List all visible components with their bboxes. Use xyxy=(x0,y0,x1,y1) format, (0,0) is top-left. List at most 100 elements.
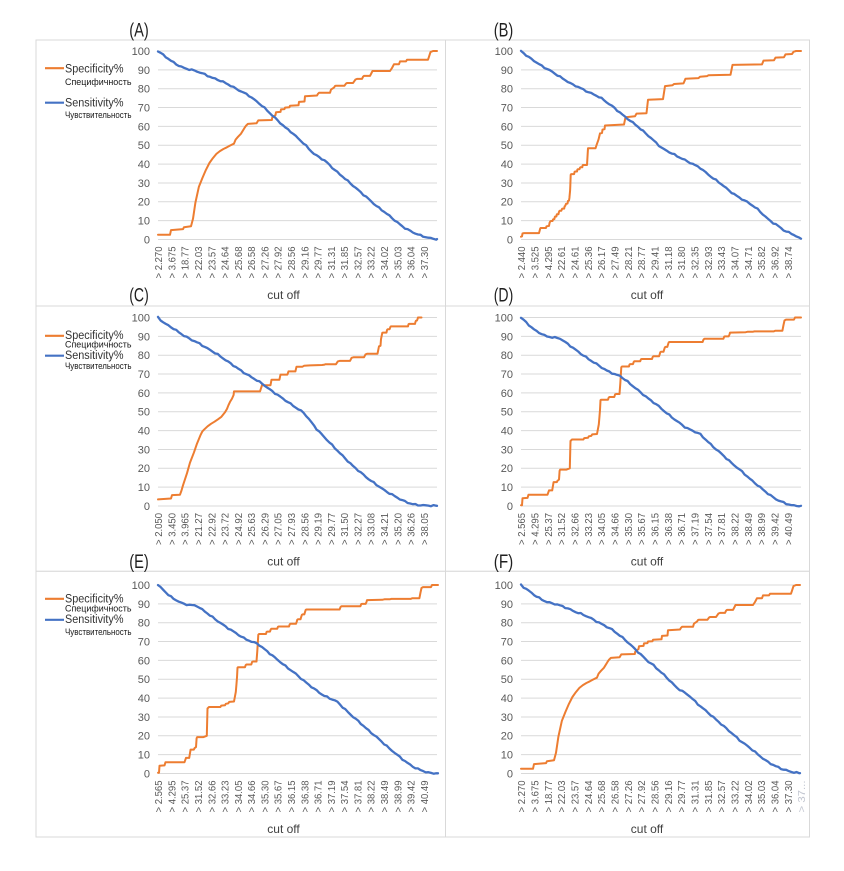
svg-text:> 37...: > 37... xyxy=(797,781,808,813)
svg-text:> 36.38: > 36.38 xyxy=(300,780,311,812)
svg-text:> 37.30: > 37.30 xyxy=(784,780,795,812)
svg-text:> 31.52: > 31.52 xyxy=(557,513,568,545)
svg-text:> 32.66: > 32.66 xyxy=(207,780,218,812)
svg-text:> 33.22: > 33.22 xyxy=(731,780,742,812)
svg-text:100: 100 xyxy=(132,312,150,324)
svg-text:> 31.52: > 31.52 xyxy=(194,780,205,812)
svg-text:20: 20 xyxy=(501,197,513,209)
svg-text:> 32.93: > 32.93 xyxy=(704,246,715,278)
svg-text:0: 0 xyxy=(507,768,513,780)
svg-text:> 38.99: > 38.99 xyxy=(393,780,404,812)
svg-text:cut off: cut off xyxy=(631,822,664,836)
svg-text:70: 70 xyxy=(501,102,513,114)
svg-text:cut off: cut off xyxy=(267,555,300,569)
svg-text:> 3.675: > 3.675 xyxy=(531,780,542,812)
svg-text:0: 0 xyxy=(144,768,150,780)
svg-text:> 34.02: > 34.02 xyxy=(380,246,391,278)
svg-text:50: 50 xyxy=(138,140,150,152)
svg-text:> 36.04: > 36.04 xyxy=(771,780,782,812)
svg-text:> 33.08: > 33.08 xyxy=(367,513,378,545)
svg-text:> 29.77: > 29.77 xyxy=(314,246,325,278)
svg-text:> 35.03: > 35.03 xyxy=(393,246,404,278)
svg-text:> 23.72: > 23.72 xyxy=(221,513,232,545)
svg-text:> 38.05: > 38.05 xyxy=(420,513,431,545)
svg-text:> 38.49: > 38.49 xyxy=(380,780,391,812)
svg-text:> 24.64: > 24.64 xyxy=(221,246,232,278)
svg-text:80: 80 xyxy=(501,618,513,630)
svg-text:> 26.17: > 26.17 xyxy=(597,246,608,278)
svg-text:20: 20 xyxy=(501,463,513,475)
svg-text:90: 90 xyxy=(501,331,513,343)
svg-text:50: 50 xyxy=(138,674,150,686)
svg-text:80: 80 xyxy=(138,84,150,96)
svg-text:(B): (B) xyxy=(494,21,514,42)
svg-text:> 35.67: > 35.67 xyxy=(637,513,648,545)
svg-text:100: 100 xyxy=(132,580,150,592)
svg-text:> 26.58: > 26.58 xyxy=(611,780,622,812)
svg-text:> 37.54: > 37.54 xyxy=(340,780,351,812)
svg-text:> 4.295: > 4.295 xyxy=(544,246,555,278)
svg-text:> 23.57: > 23.57 xyxy=(571,780,582,812)
svg-text:> 21.27: > 21.27 xyxy=(194,513,205,545)
svg-text:> 4.295: > 4.295 xyxy=(531,513,542,545)
svg-text:70: 70 xyxy=(138,102,150,114)
svg-text:> 37.54: > 37.54 xyxy=(704,513,715,545)
svg-text:> 34.66: > 34.66 xyxy=(247,780,258,812)
svg-text:> 36.04: > 36.04 xyxy=(407,246,418,278)
svg-text:> 35.82: > 35.82 xyxy=(757,246,768,278)
svg-text:> 26.58: > 26.58 xyxy=(247,246,258,278)
svg-text:> 36.92: > 36.92 xyxy=(771,246,782,278)
svg-text:> 32.35: > 32.35 xyxy=(691,246,702,278)
svg-text:60: 60 xyxy=(501,121,513,133)
svg-text:Специфичность: Специфичность xyxy=(65,604,132,615)
svg-text:Sensitivity%: Sensitivity% xyxy=(65,350,124,362)
svg-text:90: 90 xyxy=(501,599,513,611)
svg-text:> 35.30: > 35.30 xyxy=(624,513,635,545)
svg-text:cut off: cut off xyxy=(631,288,664,302)
svg-text:> 35.03: > 35.03 xyxy=(757,780,768,812)
svg-text:cut off: cut off xyxy=(631,555,664,569)
svg-text:(F): (F) xyxy=(494,552,514,573)
svg-text:Чувствительность: Чувствительность xyxy=(65,110,132,121)
svg-text:30: 30 xyxy=(138,712,150,724)
svg-text:> 31.50: > 31.50 xyxy=(340,513,351,545)
svg-text:0: 0 xyxy=(144,501,150,513)
svg-text:80: 80 xyxy=(138,618,150,630)
svg-text:> 32.27: > 32.27 xyxy=(353,513,364,545)
svg-text:> 23.57: > 23.57 xyxy=(207,246,218,278)
svg-text:> 37.19: > 37.19 xyxy=(691,513,702,545)
svg-text:> 34.71: > 34.71 xyxy=(744,246,755,278)
svg-text:> 39.42: > 39.42 xyxy=(771,513,782,545)
svg-text:> 2.440: > 2.440 xyxy=(517,246,528,278)
svg-text:> 38.22: > 38.22 xyxy=(731,513,742,545)
svg-text:0: 0 xyxy=(144,234,150,246)
svg-text:> 28.56: > 28.56 xyxy=(651,780,662,812)
svg-text:> 25.36: > 25.36 xyxy=(584,246,595,278)
svg-text:> 3.675: > 3.675 xyxy=(167,246,178,278)
svg-text:70: 70 xyxy=(501,369,513,381)
svg-text:> 34.21: > 34.21 xyxy=(380,513,391,545)
svg-text:Sensitivity%: Sensitivity% xyxy=(65,614,124,626)
svg-text:> 33.23: > 33.23 xyxy=(221,780,232,812)
svg-text:> 32.57: > 32.57 xyxy=(353,246,364,278)
svg-text:> 24.64: > 24.64 xyxy=(584,780,595,812)
svg-text:> 35.30: > 35.30 xyxy=(260,780,271,812)
svg-text:> 18.77: > 18.77 xyxy=(544,780,555,812)
svg-text:> 35.20: > 35.20 xyxy=(393,513,404,545)
svg-text:10: 10 xyxy=(138,482,150,494)
svg-text:30: 30 xyxy=(501,712,513,724)
svg-text:40: 40 xyxy=(501,426,513,438)
svg-text:> 38.74: > 38.74 xyxy=(784,246,795,278)
svg-text:30: 30 xyxy=(501,444,513,456)
svg-text:(E): (E) xyxy=(129,552,149,573)
svg-text:> 33.22: > 33.22 xyxy=(367,246,378,278)
svg-text:50: 50 xyxy=(501,407,513,419)
svg-text:> 24.61: > 24.61 xyxy=(571,246,582,278)
svg-text:> 2.270: > 2.270 xyxy=(154,246,165,278)
svg-text:> 36.26: > 36.26 xyxy=(407,513,418,545)
svg-text:> 3.965: > 3.965 xyxy=(181,513,192,545)
svg-text:cut off: cut off xyxy=(267,822,300,836)
svg-text:> 22.03: > 22.03 xyxy=(557,780,568,812)
svg-text:> 36.15: > 36.15 xyxy=(287,780,298,812)
svg-text:80: 80 xyxy=(138,350,150,362)
